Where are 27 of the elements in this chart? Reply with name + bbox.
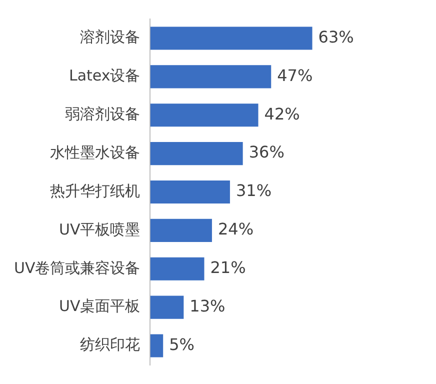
y-tick-label: Latex设备	[68, 66, 140, 85]
data-label: 47%	[277, 66, 313, 85]
data-label: 24%	[218, 220, 254, 239]
bar	[150, 26, 312, 50]
bar	[150, 218, 212, 242]
y-tick-label: UV平板喷墨	[58, 220, 140, 238]
y-tick-label: 纺织印花	[80, 336, 140, 354]
bar	[150, 65, 272, 88]
data-label: 13%	[190, 296, 226, 316]
bar	[150, 296, 184, 319]
data-label: 31%	[236, 181, 272, 200]
y-tick-label: 水性墨水设备	[50, 143, 140, 162]
y-tick-label: 热升华打纸机	[50, 182, 140, 200]
y-tick-label: UV桌面平板	[58, 297, 140, 316]
data-label: 36%	[248, 142, 284, 162]
data-label: 5%	[169, 334, 194, 354]
y-tick-label: 弱溶剂设备	[65, 105, 140, 123]
data-label: 42%	[264, 104, 300, 124]
data-label: 21%	[210, 258, 246, 278]
bar	[150, 334, 164, 358]
bar	[150, 142, 243, 166]
data-label: 63%	[318, 27, 354, 46]
y-tick-label: 溶剂设备	[80, 28, 140, 46]
bar	[150, 180, 230, 204]
bar	[150, 104, 258, 127]
y-tick-label: UV卷筒或兼容设备	[14, 258, 140, 277]
bar	[150, 257, 204, 280]
